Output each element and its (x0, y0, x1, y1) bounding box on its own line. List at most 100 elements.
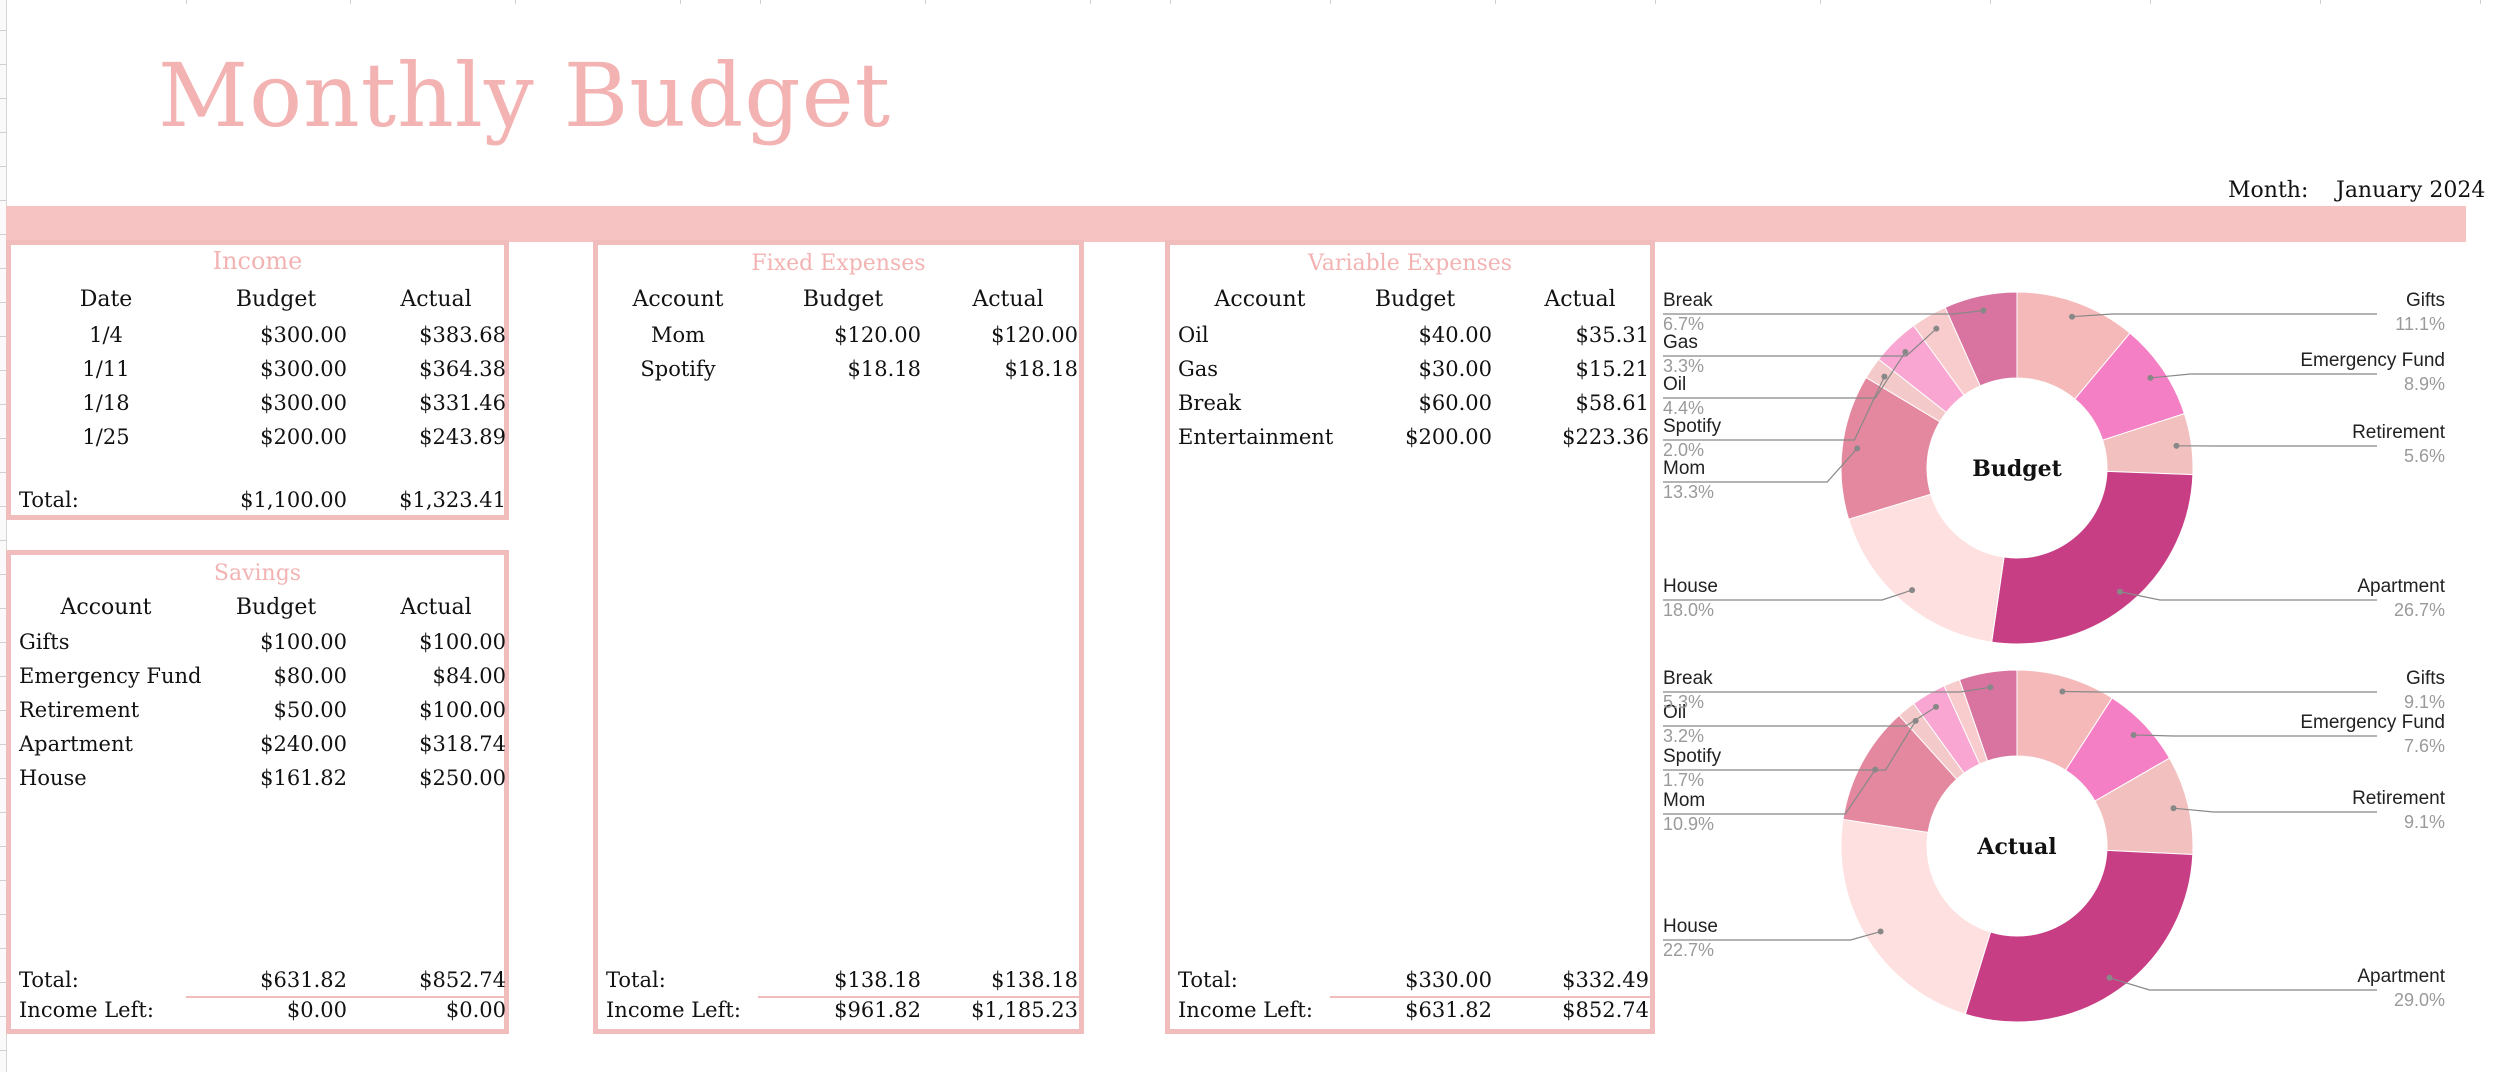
row-divider (0, 914, 6, 915)
slice-actual-apartment[interactable] (1964, 849, 2194, 1023)
fixed-row-actual[interactable]: $18.18 (1004, 357, 1078, 381)
leader-dot (2059, 688, 2066, 695)
income-total-actual[interactable]: $1,323.41 (399, 488, 506, 512)
savings-row-actual[interactable]: $318.74 (419, 732, 506, 756)
row-divider (0, 676, 6, 677)
savings-row-actual[interactable]: $100.00 (419, 630, 506, 654)
variable-row-account[interactable]: Break (1178, 391, 1242, 415)
savings-row-account[interactable]: Emergency Fund (19, 664, 202, 688)
slice-actual-house[interactable] (1840, 818, 1992, 1015)
income-row-date[interactable]: 1/18 (82, 391, 130, 415)
variable-row-budget[interactable]: $200.00 (1405, 425, 1492, 449)
fixed-total-budget[interactable]: $138.18 (834, 968, 921, 992)
savings-total-budget[interactable]: $631.82 (260, 968, 347, 992)
variable-row-budget[interactable]: $40.00 (1418, 323, 1492, 347)
row-divider (0, 710, 6, 711)
leader-dot (2147, 374, 2154, 381)
fixed-total-actual[interactable]: $138.18 (991, 968, 1078, 992)
savings-row-account[interactable]: Gifts (19, 630, 70, 654)
income-header-budget: Budget (235, 287, 317, 312)
fixed-left-actual[interactable]: $1,185.23 (971, 998, 1078, 1022)
chart-center-title: Budget (1972, 456, 2062, 482)
variable-row-account[interactable]: Entertainment (1178, 425, 1334, 449)
variable-total-actual[interactable]: $332.49 (1562, 968, 1649, 992)
slice-percent: 7.6% (2403, 736, 2445, 756)
savings-row-actual[interactable]: $84.00 (432, 664, 506, 688)
slice-percent: 3.3% (1663, 356, 1705, 376)
month-value[interactable]: January 2024 (2336, 178, 2486, 203)
income-row-actual[interactable]: $331.46 (419, 391, 506, 415)
variable-row-budget[interactable]: $60.00 (1418, 391, 1492, 415)
savings-row-budget[interactable]: $161.82 (260, 766, 347, 790)
column-divider (2320, 0, 2321, 4)
income-row-budget[interactable]: $300.00 (260, 391, 347, 415)
fixed-row-budget[interactable]: $18.18 (847, 357, 921, 381)
savings-left-label: Income Left: (19, 998, 154, 1022)
variable-row-actual[interactable]: $223.36 (1562, 425, 1649, 449)
leader-dot (2173, 442, 2180, 449)
savings-row-budget[interactable]: $100.00 (260, 630, 347, 654)
column-divider (1090, 0, 1091, 4)
variable-row-budget[interactable]: $30.00 (1418, 357, 1492, 381)
income-row-date[interactable]: 1/25 (82, 425, 130, 449)
savings-row-budget[interactable]: $240.00 (260, 732, 347, 756)
variable-left-actual[interactable]: $852.74 (1562, 998, 1649, 1022)
leader-dot (1902, 349, 1909, 356)
income-total-budget[interactable]: $1,100.00 (240, 488, 347, 512)
row-divider (0, 268, 6, 269)
leader-line (1663, 589, 1913, 601)
variable-total-budget[interactable]: $330.00 (1405, 968, 1492, 992)
savings-header-budget: Budget (235, 595, 317, 620)
savings-left-budget[interactable]: $0.00 (286, 998, 347, 1022)
fixed-expenses-title: Fixed Expenses (751, 251, 926, 276)
fixed-row-budget[interactable]: $120.00 (834, 323, 921, 347)
slice-actual-break[interactable] (1958, 669, 2018, 762)
fixed-left-budget[interactable]: $961.82 (834, 998, 921, 1022)
row-divider (0, 982, 6, 983)
income-row-actual[interactable]: $383.68 (419, 323, 506, 347)
fixed-row-account[interactable]: Mom (650, 323, 706, 347)
variable-row-actual[interactable]: $35.31 (1575, 323, 1649, 347)
leader-dot (1854, 445, 1861, 452)
income-row-budget[interactable]: $300.00 (260, 323, 347, 347)
fixed-total-underline (758, 996, 1080, 998)
income-row-actual[interactable]: $364.38 (419, 357, 506, 381)
fixed-row-actual[interactable]: $120.00 (991, 323, 1078, 347)
variable-row-actual[interactable]: $58.61 (1575, 391, 1649, 415)
savings-total-actual[interactable]: $852.74 (419, 968, 506, 992)
column-divider (350, 0, 351, 4)
column-divider (1330, 0, 1331, 4)
slice-budget-apartment[interactable] (1991, 470, 2194, 645)
savings-left-actual[interactable]: $0.00 (445, 998, 506, 1022)
savings-row-actual[interactable]: $250.00 (419, 766, 506, 790)
slice-percent: 26.7% (2393, 600, 2445, 620)
income-row-budget[interactable]: $200.00 (260, 425, 347, 449)
savings-row-account[interactable]: Retirement (19, 698, 140, 722)
income-row-budget[interactable]: $300.00 (260, 357, 347, 381)
slice-budget-break[interactable] (1944, 291, 2018, 387)
slice-label: Apartment (2357, 576, 2445, 597)
slice-budget-house[interactable] (1847, 493, 2005, 643)
savings-row-budget[interactable]: $80.00 (273, 664, 347, 688)
slice-label: Mom (1663, 458, 1706, 479)
income-row-actual[interactable]: $243.89 (419, 425, 506, 449)
leader-line (2150, 373, 2377, 379)
savings-row-budget[interactable]: $50.00 (273, 698, 347, 722)
slice-label: Gifts (2405, 668, 2445, 689)
variable-left-budget[interactable]: $631.82 (1405, 998, 1492, 1022)
savings-row-actual[interactable]: $100.00 (419, 698, 506, 722)
savings-row-account[interactable]: Apartment (19, 732, 133, 756)
income-row-date[interactable]: 1/4 (89, 323, 123, 347)
variable-row-actual[interactable]: $15.21 (1575, 357, 1649, 381)
slice-label: Apartment (2357, 966, 2445, 987)
donut-charts[interactable]: Budget Actual (1655, 270, 2475, 1030)
variable-row-account[interactable]: Oil (1178, 323, 1209, 347)
savings-row-account[interactable]: House (19, 766, 87, 790)
row-divider (0, 166, 6, 167)
variable-row-account[interactable]: Gas (1178, 357, 1219, 381)
row-divider (0, 1016, 6, 1017)
income-row-date[interactable]: 1/11 (82, 357, 130, 381)
savings-header-actual: Actual (400, 595, 472, 620)
savings-panel: Savings Account Budget Actual Gifts $100.… (6, 550, 509, 1034)
fixed-row-account[interactable]: Spotify (640, 357, 716, 381)
